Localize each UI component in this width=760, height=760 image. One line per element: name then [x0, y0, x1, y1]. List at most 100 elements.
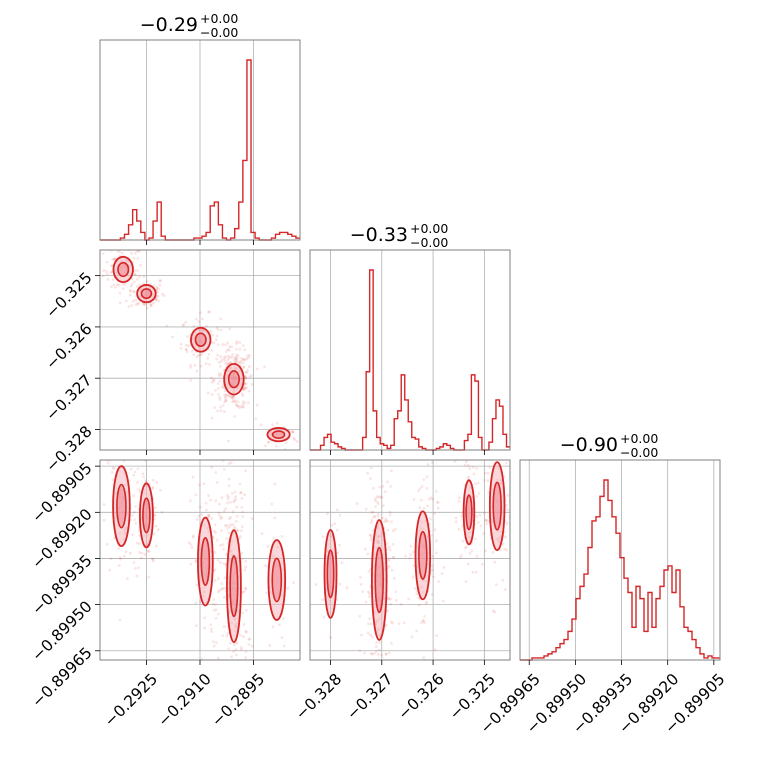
- sample-point: [223, 576, 227, 580]
- sample-point: [290, 430, 294, 434]
- sample-point: [471, 465, 475, 469]
- sample-point: [154, 544, 158, 548]
- sample-point: [388, 548, 392, 552]
- sample-point: [203, 626, 206, 630]
- sample-point: [369, 622, 373, 626]
- sample-point: [112, 257, 116, 261]
- sample-point: [132, 289, 135, 293]
- sample-point: [250, 644, 254, 648]
- sample-point: [244, 382, 248, 386]
- sample-point: [118, 242, 121, 245]
- sample-point: [112, 283, 116, 287]
- sample-point: [229, 360, 233, 364]
- sample-point: [247, 356, 250, 359]
- histogram-title: −0.90: [560, 434, 618, 456]
- sample-point: [395, 598, 398, 602]
- sample-point: [473, 482, 477, 486]
- scatter-panel-1-2: −0.328−0.327−0.326−0.325: [292, 454, 511, 731]
- sample-point: [468, 551, 472, 555]
- sample-point: [139, 264, 142, 267]
- sample-point: [234, 400, 237, 404]
- sample-point: [247, 643, 251, 646]
- sample-point: [431, 497, 435, 501]
- sample-point: [463, 463, 467, 467]
- sample-point: [501, 454, 504, 457]
- sample-point: [225, 634, 229, 638]
- sample-point: [236, 529, 240, 533]
- sample-point: [386, 728, 389, 731]
- sample-point: [381, 516, 384, 520]
- sample-point: [214, 608, 218, 612]
- sample-point: [118, 556, 122, 560]
- sample-point: [241, 344, 245, 348]
- sample-point: [197, 514, 201, 518]
- sample-point: [241, 400, 245, 404]
- sample-point: [186, 335, 189, 339]
- sample-point: [206, 391, 210, 395]
- sample-point: [227, 495, 231, 499]
- sample-point: [137, 566, 140, 570]
- sample-point: [225, 494, 229, 497]
- sample-point: [430, 564, 434, 568]
- sample-point: [151, 557, 154, 561]
- sample-point: [280, 636, 284, 639]
- sample-point: [234, 719, 237, 722]
- sample-point: [214, 616, 218, 620]
- sample-point: [197, 483, 201, 487]
- sample-point: [134, 521, 138, 525]
- sample-point: [215, 334, 219, 338]
- sample-point: [106, 461, 110, 465]
- sample-point: [291, 430, 295, 434]
- sample-point: [369, 652, 373, 655]
- sample-point: [112, 467, 116, 470]
- sample-point: [179, 346, 183, 350]
- sample-point: [239, 491, 243, 495]
- sample-point: [214, 471, 218, 474]
- sample-point: [207, 515, 211, 519]
- sample-point: [223, 743, 226, 746]
- sample-point: [116, 236, 119, 239]
- sample-point: [374, 496, 378, 500]
- sample-point: [410, 635, 414, 639]
- sample-point: [239, 529, 243, 532]
- sample-point: [241, 403, 245, 407]
- sample-point: [158, 279, 162, 283]
- sample-point: [238, 675, 241, 678]
- sample-point: [127, 305, 131, 308]
- sample-point: [271, 625, 275, 629]
- sample-point: [227, 357, 231, 360]
- sample-point: [125, 577, 129, 580]
- sample-point: [369, 533, 373, 537]
- sample-point: [185, 348, 189, 352]
- sample-point: [228, 345, 232, 349]
- sample-point: [145, 306, 149, 310]
- sample-point: [384, 623, 388, 627]
- density-contour-inner: [326, 549, 335, 599]
- sample-point: [151, 485, 155, 489]
- sample-point: [156, 528, 160, 531]
- sample-point: [391, 529, 395, 533]
- sample-point: [376, 652, 380, 656]
- sample-point: [147, 575, 151, 579]
- sample-point: [171, 335, 174, 339]
- density-contour-inner: [140, 288, 153, 300]
- sample-point: [240, 405, 244, 409]
- sample-point: [216, 577, 220, 581]
- sample-point: [117, 250, 121, 254]
- sample-point: [220, 516, 224, 519]
- sample-point: [221, 587, 224, 590]
- sample-point: [358, 576, 362, 579]
- sample-point: [423, 614, 426, 618]
- sample-point: [142, 302, 146, 306]
- sample-point: [114, 285, 117, 289]
- sample-point: [233, 499, 237, 503]
- sample-point: [457, 527, 461, 531]
- sample-point: [149, 303, 153, 307]
- sample-point: [132, 561, 136, 564]
- sample-point: [102, 269, 106, 272]
- sample-point: [111, 466, 115, 470]
- sample-point: [240, 356, 243, 360]
- sample-point: [195, 583, 199, 587]
- sample-point: [259, 423, 263, 427]
- sample-point: [243, 568, 247, 572]
